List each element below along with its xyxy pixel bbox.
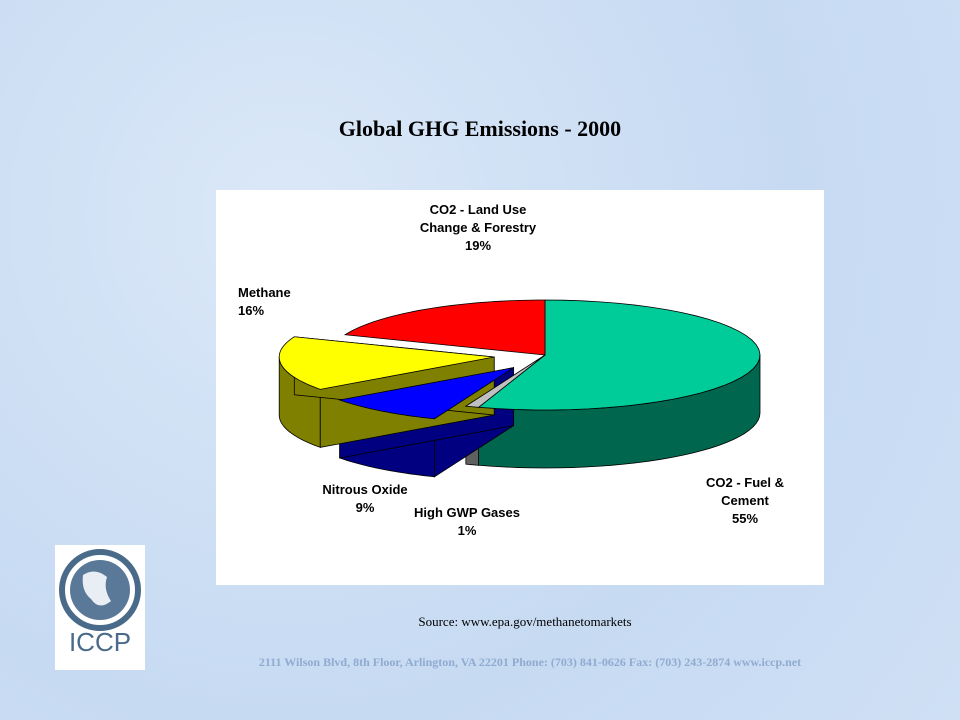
logo-text: ICCP	[69, 627, 131, 657]
source-note: Source: www.epa.gov/methanetomarkets	[418, 614, 632, 629]
slice-label: Nitrous Oxide 9%	[300, 481, 430, 517]
slice	[278, 336, 495, 390]
slice	[464, 354, 546, 408]
slice-name: Methane	[238, 285, 291, 300]
logo-graphic: ICCP	[59, 549, 141, 657]
slice-label: CO2 - Fuel & Cement 55%	[690, 474, 800, 528]
slice-value-label: 16%	[238, 303, 265, 318]
slice	[343, 299, 546, 356]
slice-tops	[278, 299, 761, 420]
chart-title: Global GHG Emissions - 2000	[338, 116, 622, 141]
logo: ICCP	[55, 545, 145, 670]
slice-value-label: 1%	[457, 523, 477, 538]
slice-label: CO2 - Land Use Change & Forestry 19%	[418, 201, 538, 255]
slice-value-label: 19%	[464, 238, 492, 253]
logo-land	[82, 571, 111, 606]
slice	[477, 299, 761, 411]
slice-name: CO2 - Fuel & Cement	[705, 475, 784, 508]
slice-label: High GWP Gases 1%	[412, 504, 522, 540]
footer: 2111 Wilson Blvd, 8th Floor, Arlington, …	[258, 655, 802, 669]
slice-name: CO2 - Land Use Change & Forestry	[419, 202, 537, 235]
slice-value-label: 9%	[355, 500, 375, 515]
slice-name: High GWP Gases	[414, 505, 520, 520]
slice-value-label: 55%	[731, 511, 759, 526]
slice-name: Nitrous Oxide	[322, 482, 408, 497]
slice-label: Methane 16%	[238, 284, 308, 320]
slice	[338, 367, 514, 420]
